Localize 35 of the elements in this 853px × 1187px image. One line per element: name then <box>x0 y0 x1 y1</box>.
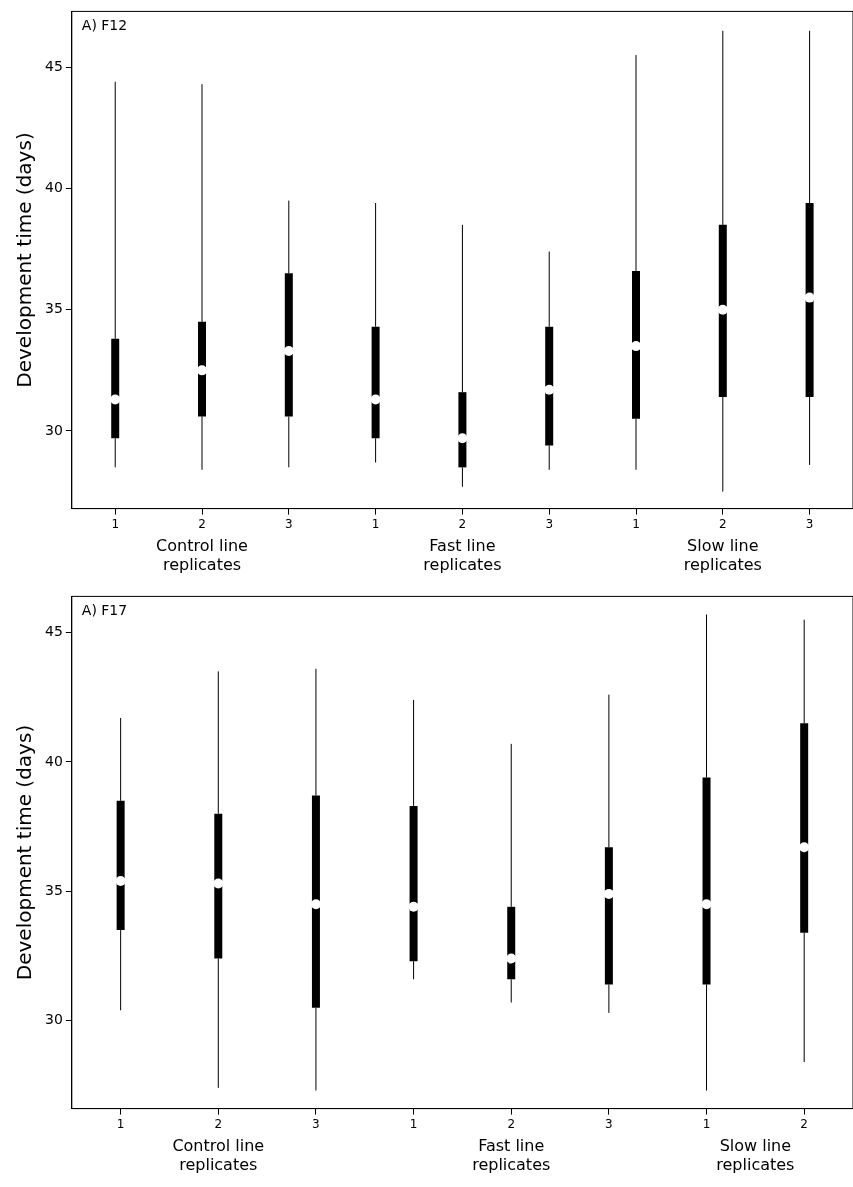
text: Control line replicates <box>156 535 248 574</box>
x-tick-label: 1 <box>632 516 640 531</box>
y-tick-label: 30 <box>44 1011 63 1028</box>
text: Fast line replicates <box>472 1135 551 1174</box>
text: Slow line replicates <box>716 1135 795 1174</box>
y-tick-label: 30 <box>44 421 63 438</box>
y-tick-label: 40 <box>44 179 63 196</box>
x-tick-label: 2 <box>800 1116 808 1131</box>
y-tick-label: 40 <box>44 752 63 769</box>
y-tick-label: 35 <box>44 881 63 898</box>
x-tick-label: 3 <box>605 1116 613 1131</box>
x-tick-label: 1 <box>371 516 380 531</box>
chart-title: A) F12 <box>81 17 128 34</box>
x-tick-label: 1 <box>111 516 120 531</box>
x-tick-label: 2 <box>458 516 467 531</box>
x-tick-label: 3 <box>545 516 554 531</box>
y-axis-title: Development time (days) <box>12 132 37 388</box>
x-tick-label: 2 <box>507 1116 516 1131</box>
chart-title: A) F17 <box>81 602 128 619</box>
y-tick-label: 45 <box>44 57 63 74</box>
y-tick-label: 45 <box>44 623 63 640</box>
x-tick-label: 2 <box>214 1116 223 1131</box>
y-axis-title: Development time (days) <box>12 724 37 981</box>
x-tick-label: 1 <box>116 1116 125 1131</box>
x-tick-label: 3 <box>312 1116 320 1131</box>
text: Slow line replicates <box>683 535 762 574</box>
x-tick-label: 1 <box>702 1116 711 1131</box>
text: Control line replicates <box>172 1135 265 1174</box>
x-tick-label: 2 <box>718 516 727 531</box>
y-tick-label: 35 <box>44 300 63 317</box>
x-tick-label: 2 <box>198 516 206 531</box>
x-tick-label: 3 <box>805 516 814 531</box>
x-tick-label: 1 <box>409 1116 418 1131</box>
x-tick-label: 3 <box>284 516 293 531</box>
text: Fast line replicates <box>423 535 502 574</box>
